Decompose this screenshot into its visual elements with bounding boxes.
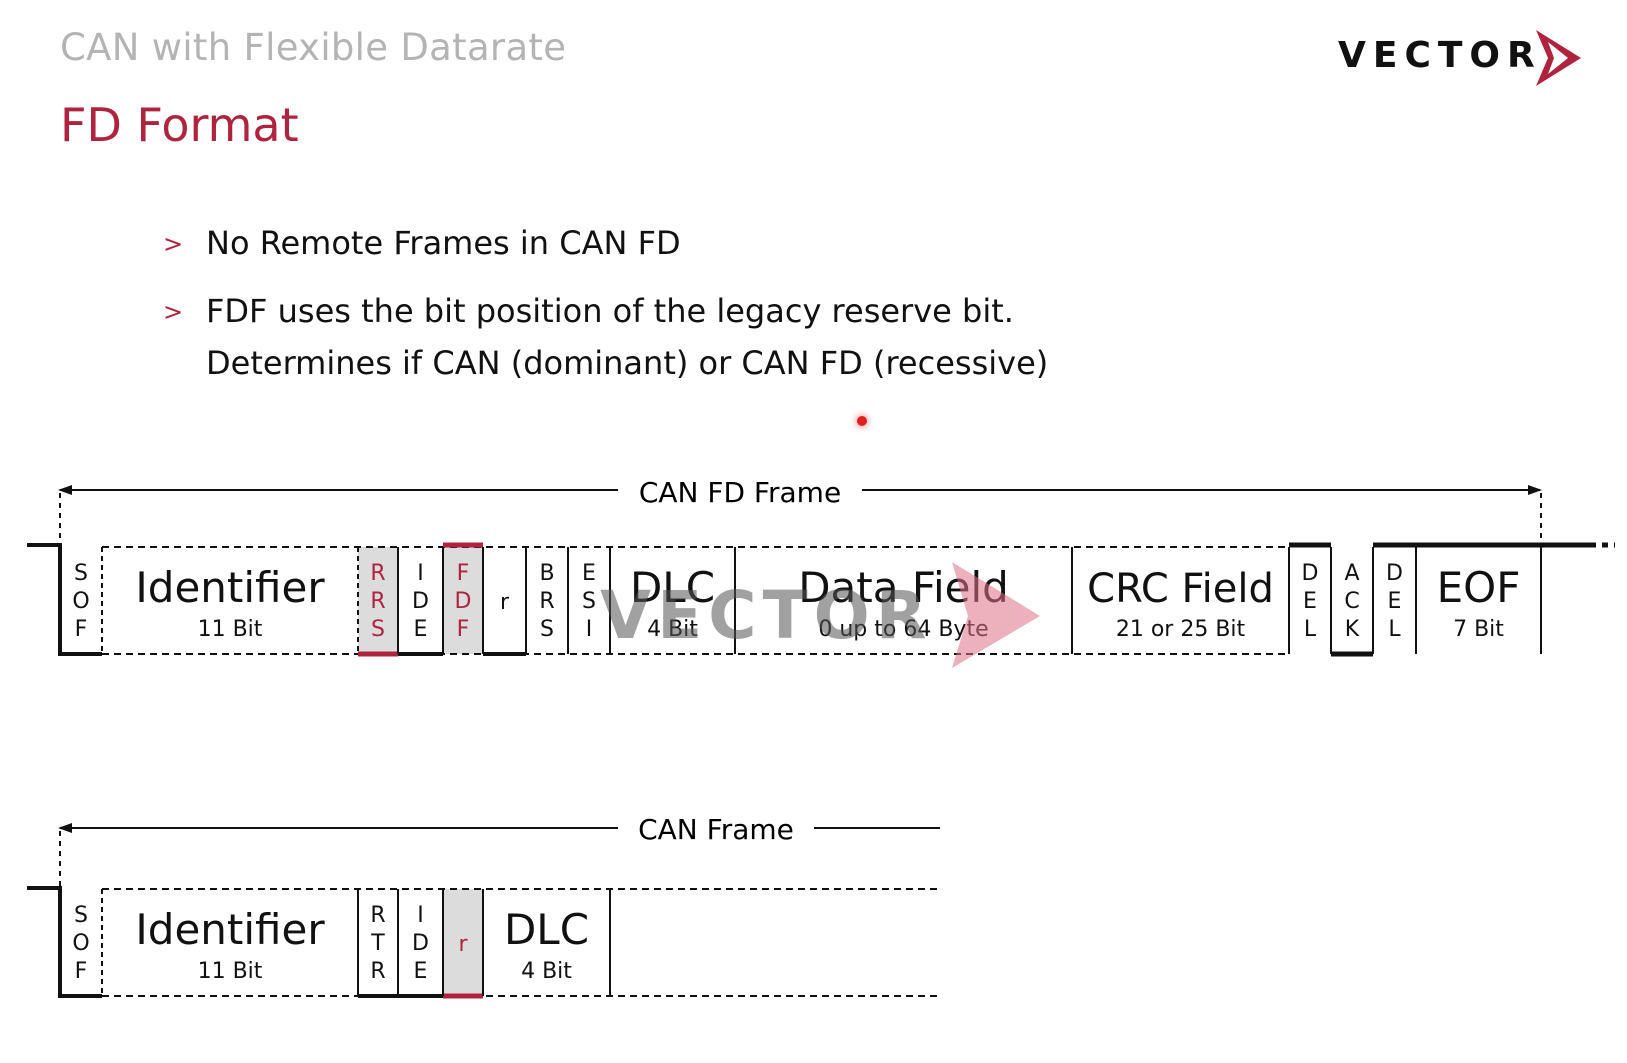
slide-title: FD Format bbox=[60, 98, 299, 152]
watermark-text: VECTOR bbox=[600, 577, 933, 654]
rrs-highlight bbox=[358, 547, 398, 654]
can-dlc-size: 4 Bit bbox=[521, 959, 572, 984]
laser-pointer-dot bbox=[857, 416, 867, 426]
can-sof-letter: F bbox=[75, 959, 88, 984]
fd-data-size: 0 up to 64 Byte bbox=[818, 617, 988, 642]
fd-eof-size: 7 Bit bbox=[1453, 617, 1504, 642]
can-rtr-letter: R bbox=[370, 903, 385, 928]
fd-brs-letter: R bbox=[539, 589, 554, 614]
fd-ide-letter: E bbox=[414, 617, 428, 642]
bullet-2-continuation: Determines if CAN (dominant) or CAN FD (… bbox=[206, 344, 1049, 382]
logo-arrow-icon bbox=[1536, 30, 1581, 86]
fd-sof-letter: F bbox=[75, 617, 88, 642]
fd-sof-letter: O bbox=[72, 589, 89, 614]
fd-ack_del-letter: E bbox=[1388, 589, 1402, 614]
bullet-marker: > bbox=[163, 230, 184, 258]
fd-frame-label: CAN FD Frame bbox=[639, 476, 841, 509]
fd-identifier-size: 11 Bit bbox=[198, 617, 263, 642]
fd-fdf-letter: F bbox=[457, 617, 470, 642]
logo-wordmark: VECTOR bbox=[1338, 35, 1542, 76]
can-frame-label: CAN Frame bbox=[638, 813, 794, 846]
can-dlc-name: DLC bbox=[504, 905, 589, 954]
vector-logo: VECTOR bbox=[1338, 28, 1598, 88]
vector-watermark: VECTOR bbox=[600, 562, 1040, 668]
fd-ack_del-letter: D bbox=[1386, 561, 1403, 586]
fd-brs-letter: S bbox=[540, 617, 554, 642]
can-rtr-letter: R bbox=[370, 959, 385, 984]
fd-esi-letter: S bbox=[582, 589, 596, 614]
fd-ide-letter: I bbox=[417, 561, 424, 586]
r-highlight bbox=[443, 889, 483, 996]
fd-crc-name: CRC Field bbox=[1087, 566, 1274, 612]
slide-supertitle: CAN with Flexible Datarate bbox=[60, 26, 567, 69]
fd-esi-letter: E bbox=[582, 561, 596, 586]
fd-sof-letter: S bbox=[74, 561, 88, 586]
bullet-marker: > bbox=[163, 298, 184, 326]
can-ide-letter: D bbox=[412, 931, 429, 956]
fd-ack-letter: C bbox=[1344, 589, 1359, 614]
fd-ide-letter: D bbox=[412, 589, 429, 614]
fd-identifier-name: Identifier bbox=[135, 563, 325, 612]
fd-crc_del-letter: D bbox=[1302, 561, 1319, 586]
fd-esi-letter: I bbox=[586, 617, 593, 642]
watermark-arrow-icon bbox=[952, 562, 1040, 668]
can-rtr-letter: T bbox=[370, 931, 385, 956]
can-identifier-size: 11 Bit bbox=[198, 959, 263, 984]
fd-crc_del-letter: L bbox=[1304, 617, 1317, 642]
fd-fdf-letter: D bbox=[455, 589, 472, 614]
fdf-highlight bbox=[443, 547, 483, 654]
fd-ack_del-letter: L bbox=[1388, 617, 1401, 642]
fd-rrs-letter: R bbox=[370, 589, 385, 614]
bullet-text: FDF uses the bit position of the legacy … bbox=[206, 292, 1014, 330]
fd-ack-letter: A bbox=[1344, 561, 1359, 586]
can-sof-letter: O bbox=[72, 931, 89, 956]
fd-rrs-letter: S bbox=[371, 617, 385, 642]
fd-dlc-name: DLC bbox=[630, 563, 715, 612]
fd-r-letter: r bbox=[500, 590, 510, 615]
fd-ack-letter: K bbox=[1345, 617, 1360, 642]
fd-crc_del-letter: E bbox=[1303, 589, 1317, 614]
fd-dlc-size: 4 Bit bbox=[647, 617, 698, 642]
can-frame: CAN Frame bbox=[27, 813, 940, 999]
fd-brs-letter: B bbox=[539, 561, 554, 586]
can-r-letter: r bbox=[458, 932, 468, 957]
fd-rrs-letter: R bbox=[370, 561, 385, 586]
can-ide-letter: I bbox=[417, 903, 424, 928]
can-ide-letter: E bbox=[414, 959, 428, 984]
can-identifier-name: Identifier bbox=[135, 905, 325, 954]
fd-crc-size: 21 or 25 Bit bbox=[1116, 617, 1246, 642]
can-sof-letter: S bbox=[74, 903, 88, 928]
fd-fdf-letter: F bbox=[457, 561, 470, 586]
bullet-text: No Remote Frames in CAN FD bbox=[206, 224, 681, 262]
can-fd-frame: CAN FD Frame bbox=[27, 476, 1615, 657]
fd-eof-name: EOF bbox=[1437, 563, 1521, 612]
